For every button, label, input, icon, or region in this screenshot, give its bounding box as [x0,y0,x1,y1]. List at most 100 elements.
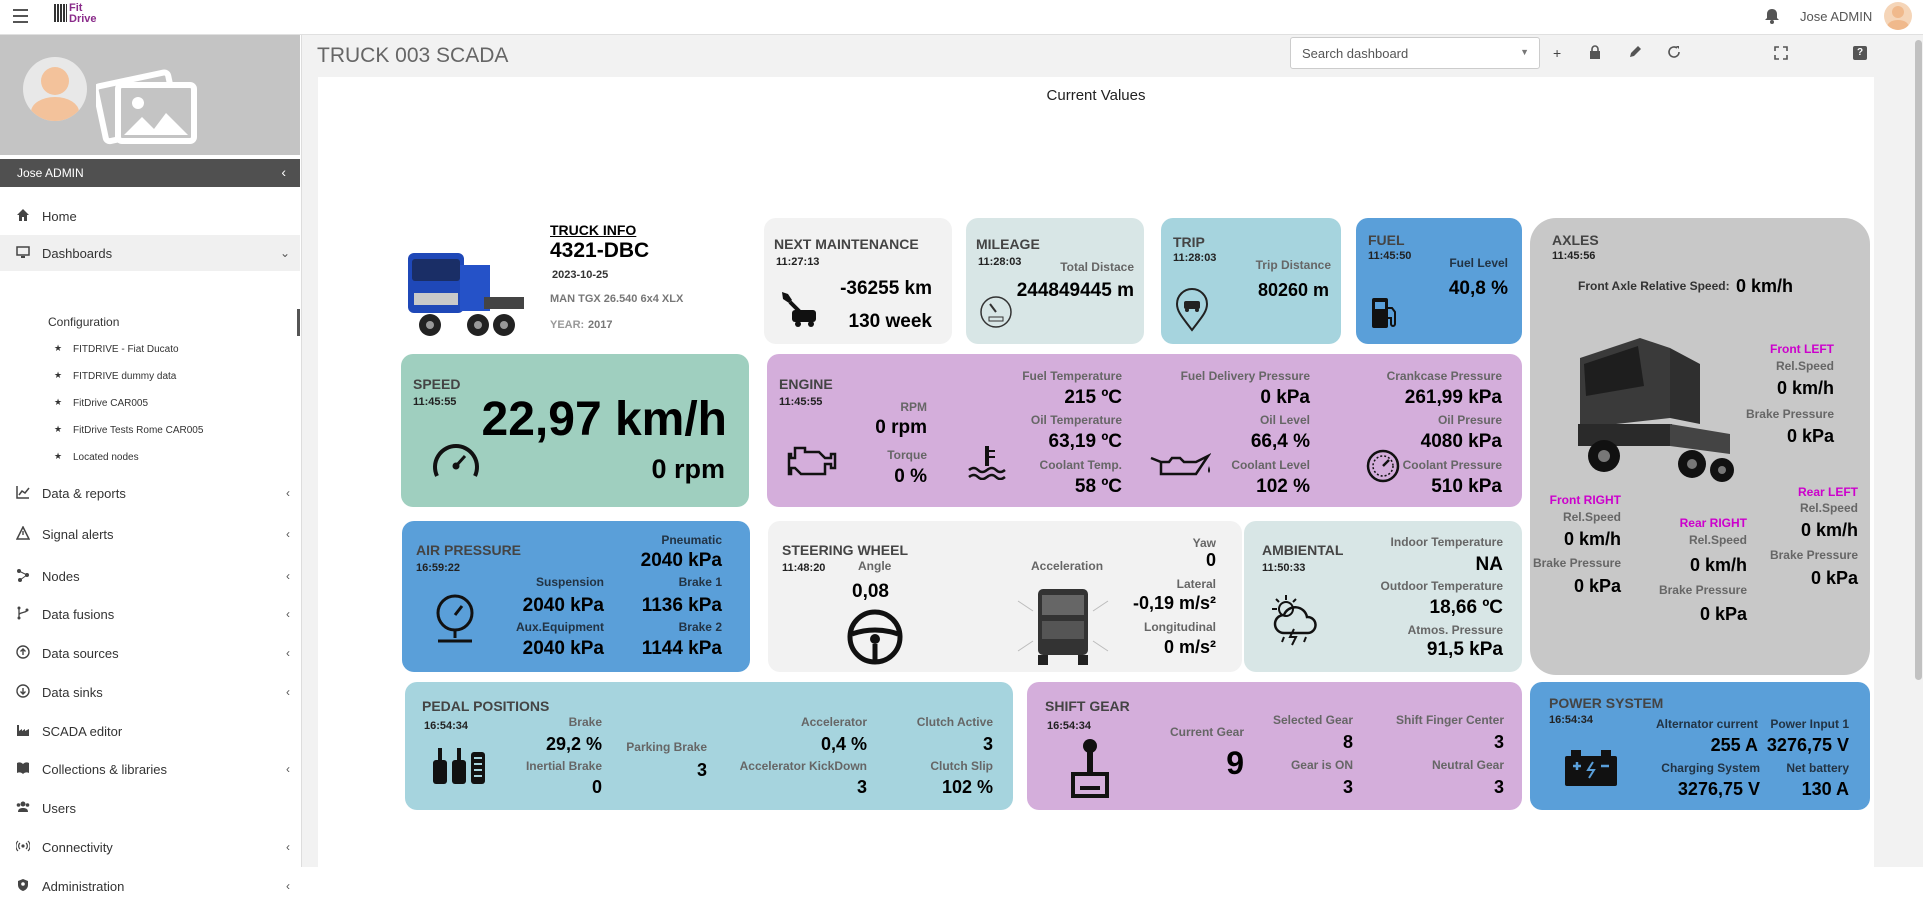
air-pressure-card: AIR PRESSURE 16:59:22 Pneumatic 2040 kPa… [402,521,750,672]
sidebar-item-nodes[interactable]: Nodes ‹ [0,558,300,594]
scrollbar[interactable] [1914,35,1923,867]
collapse-icon[interactable]: ‹ [281,164,286,180]
atmos: 91,5 kPa [1426,639,1503,660]
finger-center-label: Shift Finger Center [1395,713,1504,727]
refresh-icon[interactable] [1667,45,1681,59]
kickdown: 3 [856,777,867,797]
clutch-slip-label: Clutch Slip [930,759,993,773]
front-axle-label: Front Axle Relative Speed: [1578,279,1730,293]
sidebar-item-data-sinks[interactable]: Data sinks ‹ [0,674,300,710]
pedal-card: PEDAL POSITIONS 16:54:34 Brake 29,2 % In… [405,682,1013,810]
sidebar-item-data-fusions[interactable]: Data fusions ‹ [0,596,300,632]
parking-label: Parking Brake [626,740,707,754]
rear-right-speed-label: Rel.Speed [1688,533,1747,547]
star-icon: ★ [54,370,63,380]
rear-right-name: Rear RIGHT [1679,516,1747,530]
oil-pressure: 4080 kPa [1420,431,1502,452]
card-time: 16:59:22 [416,562,461,574]
edit-icon[interactable] [1628,45,1642,59]
oil-can-icon [1149,450,1212,478]
sidebar-dashboard-label: FitDrive CAR005 [73,398,149,409]
truck-date: 2023-10-25 [552,269,609,281]
lock-icon[interactable] [1588,45,1602,59]
sidebar-item-dashboards[interactable]: Dashboards ⌄ [0,235,300,271]
pressure-gauge-icon [1365,448,1401,484]
sidebar-item-home[interactable]: Home [0,198,300,234]
menu-icon[interactable] [13,9,28,23]
card-title: AIR PRESSURE [416,542,522,558]
coolant-temp-label: Coolant Temp. [1039,458,1122,472]
kickdown-label: Accelerator KickDown [739,759,867,773]
card-time: 11:48:20 [782,562,826,574]
sidebar-item-connectivity[interactable]: Connectivity ‹ [0,829,300,865]
axles-card: AXLES 11:45:56 Front Axle Relative Speed… [1530,218,1870,675]
card-time: 11:45:55 [413,396,457,408]
alternator: 255 A [1710,735,1758,755]
suspension-label: Suspension [535,575,604,589]
front-left-pressure-label: Brake Pressure [1745,407,1834,421]
star-icon: ★ [54,343,63,353]
sidebar-item-data-reports[interactable]: Data & reports ‹ [0,475,300,511]
selected-gear-label: Selected Gear [1272,713,1353,727]
pneumatic-label: Pneumatic [661,533,722,547]
speed-rpm: 0 rpm [651,454,725,484]
add-icon[interactable]: + [1553,45,1562,61]
user-name[interactable]: Jose ADMIN [1800,9,1873,24]
fuel-temp-label: Fuel Temperature [1022,369,1122,383]
outdoor: 18,66 ºC [1429,597,1504,618]
truck-plate: 4321-DBC [550,239,650,262]
sidebar-dashboard-link[interactable]: ★ FitDrive CAR005 [0,390,300,417]
star-icon: ★ [54,397,63,407]
thermometer-icon [967,444,1007,481]
bell-icon[interactable] [1765,8,1779,24]
accelerator-label: Accelerator [800,715,867,729]
engine-torque-label: Torque [887,448,927,462]
front-right-pressure: 0 kPa [1573,576,1621,596]
mileage-value: 244849445 m [1016,280,1134,301]
app-logo[interactable]: Fit Drive [54,2,106,26]
current-gear: 9 [1226,745,1244,781]
trip-label: Trip Distance [1255,258,1331,272]
profile-banner [0,35,300,155]
sidebar-item-label: Data sources [42,646,119,661]
sidebar-dashboard-link[interactable]: ★ FitDrive Tests Rome CAR005 [0,417,300,444]
sidebar-item-users[interactable]: Users [0,790,300,826]
card-time: 11:45:56 [1552,250,1596,262]
sidebar-item-administration[interactable]: Administration ‹ [0,868,300,904]
fullscreen-icon[interactable] [1774,46,1788,60]
sidebar-dashboard-link[interactable]: ★ Located nodes [0,444,300,471]
sidebar-subitem-configuration[interactable]: Configuration [0,309,300,336]
sidebar-dashboard-link[interactable]: ★ FITDRIVE - Fiat Ducato [0,336,300,363]
sidebar-dashboard-link[interactable]: ★ FITDRIVE dummy data [0,363,300,390]
maintenance-icon [778,288,818,328]
truck-image [398,239,526,343]
users-icon [16,801,30,812]
rear-right-pressure-label: Brake Pressure [1658,583,1747,597]
truck-info-card: TRUCK INFO 4321-DBC 2023-10-25 MAN TGX 2… [398,217,698,347]
card-title: PEDAL POSITIONS [422,698,550,714]
coolant-temp: 58 ºC [1074,476,1122,497]
shift-gear-card: SHIFT GEAR 16:54:34 Current Gear 9 Selec… [1027,682,1522,810]
speedometer-icon [431,438,481,482]
sidebar-item-scada-editor[interactable]: SCADA editor [0,713,300,749]
sidebar-subitem-label: Configuration [48,315,120,329]
oil-level-label: Oil Level [1259,413,1310,427]
pedals-icon [431,746,487,786]
card-time: 16:54:34 [424,720,469,732]
indoor: NA [1475,554,1503,575]
sidebar-item-label: Home [42,209,77,224]
profile-bar[interactable]: Jose ADMIN ‹ [0,159,300,187]
star-icon: ★ [54,424,63,434]
search-dashboard-select[interactable]: Search dashboard ▼ [1290,37,1540,69]
avatar [23,57,87,121]
chevron-left-icon: ‹ [286,569,290,583]
help-icon[interactable]: ? [1853,46,1867,60]
avatar[interactable] [1884,2,1912,30]
sink-icon [16,684,30,698]
sidebar-item-data-sources[interactable]: Data sources ‹ [0,635,300,671]
sidebar-item-signal-alerts[interactable]: Signal alerts ‹ [0,516,300,552]
gear-stick-icon [1067,738,1113,798]
sidebar-item-collections[interactable]: Collections & libraries ‹ [0,751,300,787]
oil-level: 66,4 % [1250,431,1310,452]
card-time: 11:45:55 [779,396,823,408]
